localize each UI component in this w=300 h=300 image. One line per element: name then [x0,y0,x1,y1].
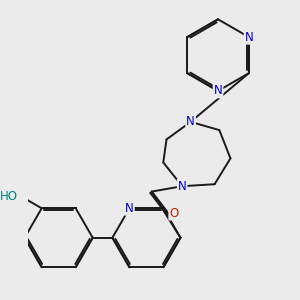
Text: N: N [214,84,222,98]
Text: O: O [169,207,178,220]
Text: N: N [178,180,187,193]
Text: N: N [245,31,254,44]
Text: N: N [186,116,195,128]
Text: N: N [125,202,134,215]
Text: HO: HO [0,190,18,203]
